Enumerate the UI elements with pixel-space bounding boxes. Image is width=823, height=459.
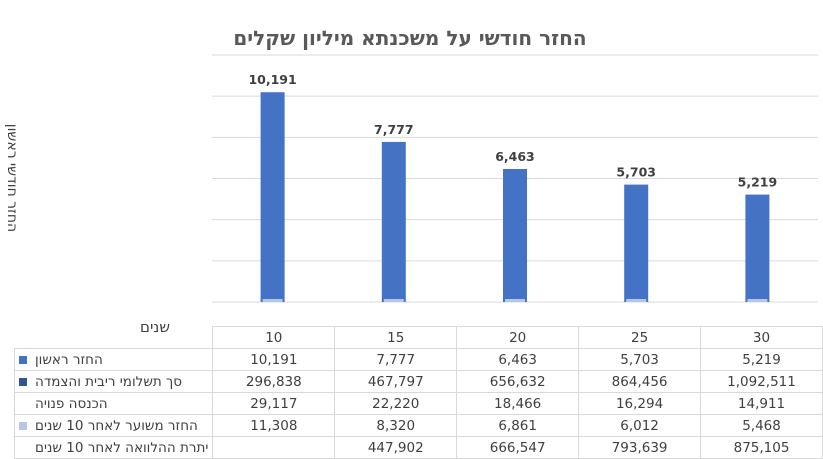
table-value-cell: 29,117: [212, 392, 336, 415]
table-category-cell: 10: [212, 326, 336, 349]
table-value-cell: 18,466: [456, 392, 580, 415]
table-value-cell: 6,861: [456, 414, 580, 437]
table-value-cell: 8,320: [334, 414, 458, 437]
data-label: 7,777: [374, 122, 414, 137]
series-name: סך תשלומי ריבית והצמדה: [35, 373, 183, 390]
table-value-cell: 14,911: [700, 392, 823, 415]
bar-chart-plot: 10,191 7,777 6,463 5,703 5,219: [212, 54, 818, 303]
bar-first-payment: [624, 184, 649, 302]
table-value-cell: 656,632: [456, 370, 580, 393]
data-label: 5,219: [738, 175, 778, 190]
table-value-cell: 1,092,511: [700, 370, 823, 393]
table-row: הכנסה פנויה 29,117 22,220 18,466 16,294 14,91…: [13, 392, 823, 415]
x-axis-label: שנים: [140, 318, 170, 336]
table-corner: [15, 327, 213, 349]
table-value-cell: 666,547: [456, 436, 580, 459]
series-name: החזר משוער לאחר 10 שנים: [35, 417, 198, 434]
table-value-cell: 793,639: [578, 436, 702, 459]
bars: [260, 92, 770, 302]
table-value-cell: 7,777: [334, 348, 458, 371]
legend-key-icon: [19, 421, 27, 430]
series-name: יתרת ההלוואה לאחר 10 שנים: [35, 439, 209, 456]
table-row: סך תשלומי ריבית והצמדה 296,838 467,797 656,…: [13, 370, 823, 393]
bar-first-payment: [260, 92, 285, 302]
table-category-cell: 15: [334, 326, 458, 349]
series-name: הכנסה פנויה: [35, 395, 108, 412]
table-value-cell: 5,219: [700, 348, 823, 371]
bar-first-payment: [381, 141, 406, 302]
table-value-cell: 6,012: [578, 414, 702, 437]
bar-estimated-payment: [505, 299, 525, 302]
legend-key-icon: [19, 355, 27, 364]
table-value-cell: 11,308: [212, 414, 336, 437]
table-value-cell: 5,468: [700, 414, 823, 437]
bar-estimated-payment: [262, 299, 283, 302]
table-row: החזר משוער לאחר 10 שנים 11,308 8,320 6,861 6…: [13, 414, 823, 437]
table-value-cell: 6,463: [456, 348, 580, 371]
data-label: 6,463: [495, 149, 535, 164]
table-value-cell: 5,703: [578, 348, 702, 371]
table-row-header: יתרת ההלוואה לאחר 10 שנים: [13, 436, 214, 459]
bar-estimated-payment: [747, 299, 768, 302]
table-category-cell: 25: [578, 326, 702, 349]
data-labels: 10,191 7,777 6,463 5,703 5,219: [248, 72, 777, 189]
table-category-cell: 20: [456, 326, 580, 349]
table-value-cell: [212, 436, 336, 459]
data-label: 5,703: [616, 165, 656, 180]
bar-estimated-payment: [626, 299, 647, 302]
table-value-cell: 22,220: [334, 392, 458, 415]
table-value-cell: 16,294: [578, 392, 702, 415]
bar-first-payment: [745, 194, 770, 302]
table-row-header: החזר ראשון: [13, 348, 214, 371]
table-header-row: 10 15 20 25 30: [15, 326, 823, 349]
table-value-cell: 864,456: [578, 370, 702, 393]
table-value-cell: 447,902: [334, 436, 458, 459]
data-table: 10 15 20 25 30 החזר ראשון 10,191 7,777 6,463 5,70…: [13, 326, 823, 459]
table-row: יתרת ההלוואה לאחר 10 שנים 447,902 666,547 7…: [13, 436, 823, 459]
chart-title: החזר חודשי על משכנתא מיליון שקלים: [233, 26, 587, 50]
bar-estimated-payment: [383, 299, 404, 302]
bar-first-payment: [503, 168, 527, 302]
table-row: החזר ראשון 10,191 7,777 6,463 5,703 5,219: [13, 348, 823, 371]
legend-key-icon: [19, 377, 27, 386]
table-value-cell: 296,838: [212, 370, 336, 393]
table-value-cell: 10,191: [212, 348, 336, 371]
table-value-cell: 875,105: [700, 436, 823, 459]
table-row-header: הכנסה פנויה: [13, 392, 214, 415]
data-label: 10,191: [248, 72, 296, 87]
table-value-cell: 467,797: [334, 370, 458, 393]
series-name: החזר ראשון: [35, 351, 103, 368]
table-row-header: החזר משוער לאחר 10 שנים: [13, 414, 214, 437]
table-row-header: סך תשלומי ריבית והצמדה: [13, 370, 214, 393]
table-category-cell: 30: [700, 326, 823, 349]
